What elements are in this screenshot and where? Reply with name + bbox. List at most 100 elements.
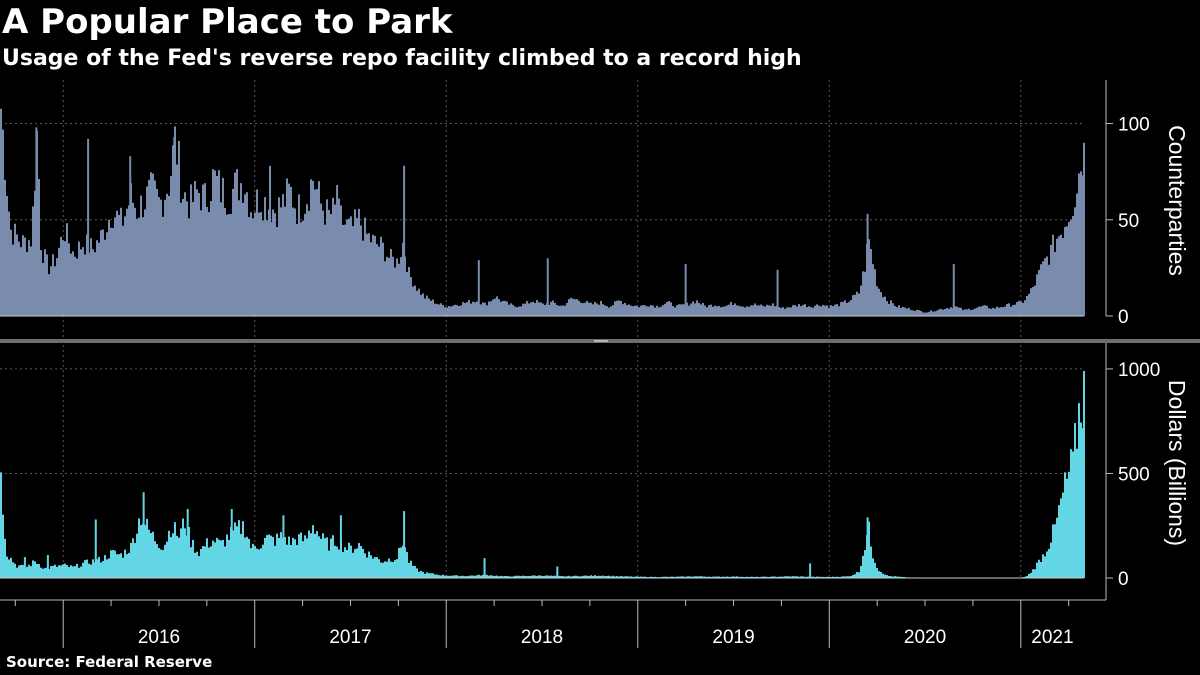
dollars-spike-bar [866, 517, 869, 578]
counterparties-bar [666, 301, 668, 316]
dollars-bar [694, 576, 696, 578]
dollars-bar [58, 565, 60, 578]
dollars-bar [464, 576, 466, 578]
counterparties-bar [818, 305, 820, 316]
dollars-bar [416, 568, 418, 578]
counterparties-bar [900, 307, 902, 316]
counterparties-bar [1008, 303, 1010, 316]
counterparties-bar [398, 263, 400, 316]
dollars-bar [740, 576, 742, 578]
dollars-bar [384, 561, 386, 578]
counterparties-bar [882, 297, 884, 316]
counterparties-bar [350, 216, 352, 316]
dollars-bar [770, 576, 772, 578]
dollars-bar [66, 565, 68, 578]
counterparties-bar [158, 197, 160, 316]
counterparties-bar [522, 303, 524, 316]
dollars-bar [678, 576, 680, 578]
dollars-bar [302, 541, 304, 578]
counterparties-bar [588, 302, 590, 316]
counterparties-bar [986, 305, 988, 316]
counterparties-bar [490, 301, 492, 316]
dollars-bar [1040, 562, 1042, 578]
counterparties-bar [610, 306, 612, 316]
counterparties-bar [104, 239, 106, 316]
counterparties-bar [48, 274, 50, 316]
counterparties-bar [134, 207, 136, 316]
dollars-bar [236, 526, 238, 578]
dollars-bar [684, 576, 686, 578]
dollars-bar [544, 575, 546, 578]
dollars-bar [296, 545, 298, 578]
dollars-bar [1046, 551, 1048, 578]
counterparties-bar [974, 308, 976, 316]
dollars-bar [498, 576, 500, 578]
counterparties-bar [2, 129, 4, 316]
counterparties-bar [462, 302, 464, 316]
counterparties-y-tick-label: 100 [1118, 115, 1150, 136]
dollars-spike-bar [339, 515, 342, 578]
counterparties-bar [1006, 303, 1008, 316]
counterparties-bar [432, 299, 434, 316]
dollars-bar [804, 576, 806, 578]
dollars-bar [514, 575, 516, 578]
dollars-bar [846, 576, 848, 578]
dollars-bar [782, 576, 784, 578]
counterparties-bar [378, 246, 380, 316]
dollars-bar [688, 576, 690, 578]
counterparties-bar [864, 271, 866, 316]
counterparties-bar [674, 307, 676, 316]
dollars-bar [756, 576, 758, 578]
dollars-bar [198, 556, 200, 578]
counterparties-bar [700, 304, 702, 316]
counterparties-bar [642, 304, 644, 316]
counterparties-bar [694, 303, 696, 316]
counterparties-bar [1072, 215, 1074, 316]
counterparties-bar [600, 300, 602, 316]
counterparties-bar [114, 217, 116, 316]
counterparties-bar [280, 207, 282, 316]
counterparties-bar [714, 305, 716, 316]
counterparties-bar [324, 224, 326, 316]
dollars-bar [30, 566, 32, 578]
dollars-bar [300, 532, 302, 578]
dollars-bar [134, 542, 136, 578]
dollars-axis-title: Dollars (Billions) [1164, 380, 1190, 546]
counterparties-bar [834, 304, 836, 316]
dollars-bar [292, 537, 294, 578]
counterparties-bar [662, 305, 664, 316]
counterparties-bar [80, 249, 82, 316]
counterparties-bar [576, 299, 578, 316]
dollars-bar [538, 575, 540, 578]
dollars-bar [554, 575, 556, 578]
dollars-bar [550, 575, 552, 578]
counterparties-bar [62, 240, 64, 316]
counterparties-bar [218, 170, 220, 316]
counterparties-bar [1014, 304, 1016, 316]
dollars-bar [322, 533, 324, 578]
dollars-bar [202, 546, 204, 578]
dollars-bar [410, 560, 412, 578]
counterparties-bar [672, 306, 674, 316]
counterparties-bar [886, 301, 888, 316]
counterparties-bar [744, 307, 746, 316]
dollars-bar [354, 549, 356, 578]
counterparties-bar [314, 189, 316, 316]
dollars-bar [68, 566, 70, 578]
dollars-bar [886, 575, 888, 578]
counterparties-bar [570, 297, 572, 316]
dollars-bar [724, 576, 726, 578]
counterparties-bar [356, 218, 358, 316]
counterparties-bar [20, 247, 22, 316]
counterparties-bar [602, 304, 604, 316]
dollars-bar [524, 575, 526, 578]
counterparties-bar [1046, 256, 1048, 316]
dollars-bar [1060, 498, 1062, 578]
bars [0, 108, 1085, 578]
dollars-bar [826, 576, 828, 578]
counterparties-bar [712, 306, 714, 316]
dollars-bar [618, 576, 620, 578]
dollars-bar [394, 560, 396, 578]
dollars-bar [654, 576, 656, 578]
counterparties-bar [348, 218, 350, 316]
